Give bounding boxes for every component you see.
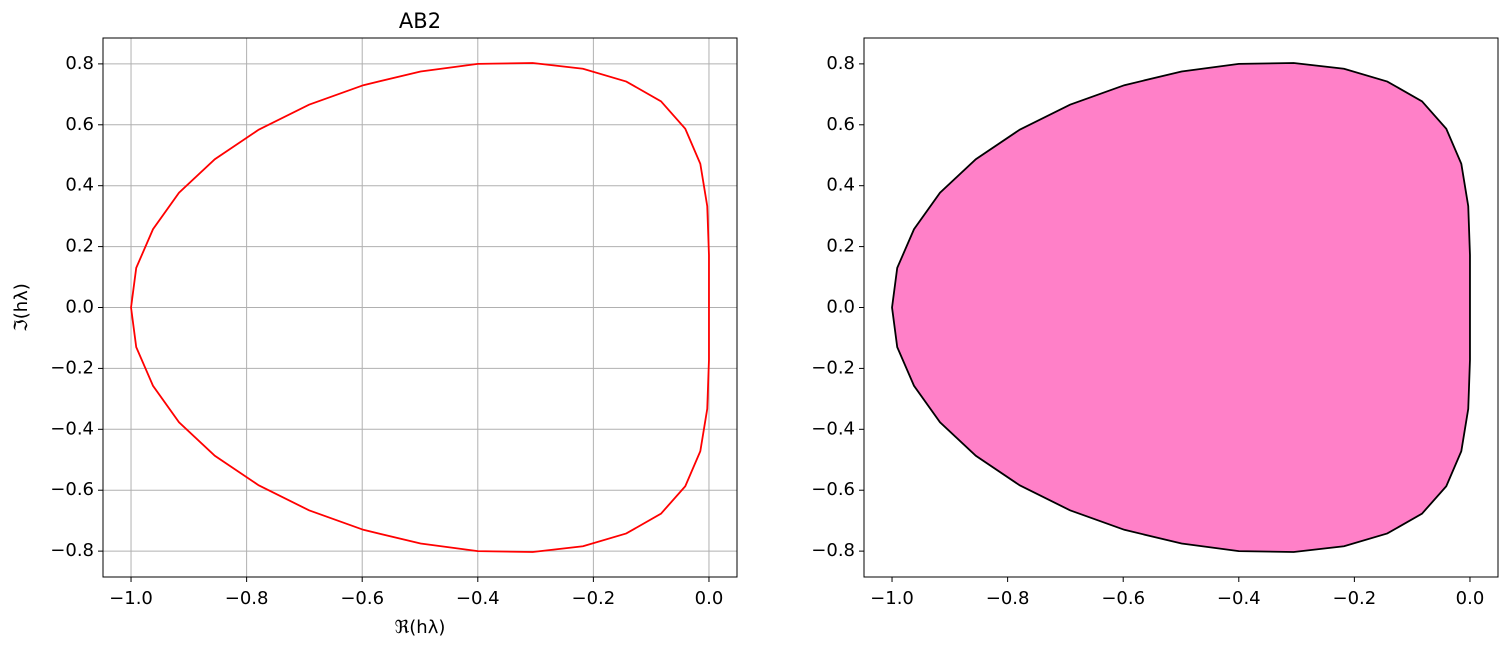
region [891, 62, 1471, 553]
y-tick-label: 0.2 [65, 236, 94, 257]
y-tick-label: −0.6 [50, 479, 94, 500]
y-tick-label: 0.8 [65, 53, 94, 74]
curve [130, 62, 710, 553]
x-axis-label: ℜ(hλ) [395, 617, 446, 638]
x-tick-label: −0.4 [1217, 588, 1261, 609]
y-tick-label: −0.8 [811, 540, 855, 561]
y-tick-label: 0.2 [826, 236, 855, 257]
x-tick-label: −0.8 [225, 588, 269, 609]
y-tick-label: −0.4 [50, 418, 94, 439]
x-tick-label: −1.0 [870, 588, 914, 609]
x-tick-label: −0.4 [456, 588, 500, 609]
x-tick-label: 0.0 [1456, 588, 1485, 609]
y-tick-label: −0.2 [50, 357, 94, 378]
axes-frame [102, 37, 738, 578]
x-tick-label: −0.8 [986, 588, 1030, 609]
axes-frame [863, 37, 1499, 578]
y-tick-label: 0.6 [65, 114, 94, 135]
y-tick-label: −0.8 [50, 540, 94, 561]
y-axis-label: ℑ(hλ) [11, 283, 32, 332]
y-tick-label: 0.4 [65, 175, 94, 196]
y-tick-label: −0.2 [811, 357, 855, 378]
y-tick-label: 0.8 [826, 53, 855, 74]
x-tick-label: −0.2 [572, 588, 616, 609]
x-tick-label: 0.0 [695, 588, 724, 609]
y-tick-label: 0.6 [826, 114, 855, 135]
y-tick-label: 0.4 [826, 175, 855, 196]
x-tick-label: −0.6 [1101, 588, 1145, 609]
y-tick-label: −0.6 [811, 479, 855, 500]
x-tick-label: −0.2 [1333, 588, 1377, 609]
y-tick-label: 0.0 [826, 297, 855, 318]
chart-title: AB2 [399, 9, 441, 33]
y-tick-label: −0.4 [811, 418, 855, 439]
x-tick-label: −1.0 [109, 588, 153, 609]
x-tick-label: −0.6 [340, 588, 384, 609]
y-tick-label: 0.0 [65, 297, 94, 318]
